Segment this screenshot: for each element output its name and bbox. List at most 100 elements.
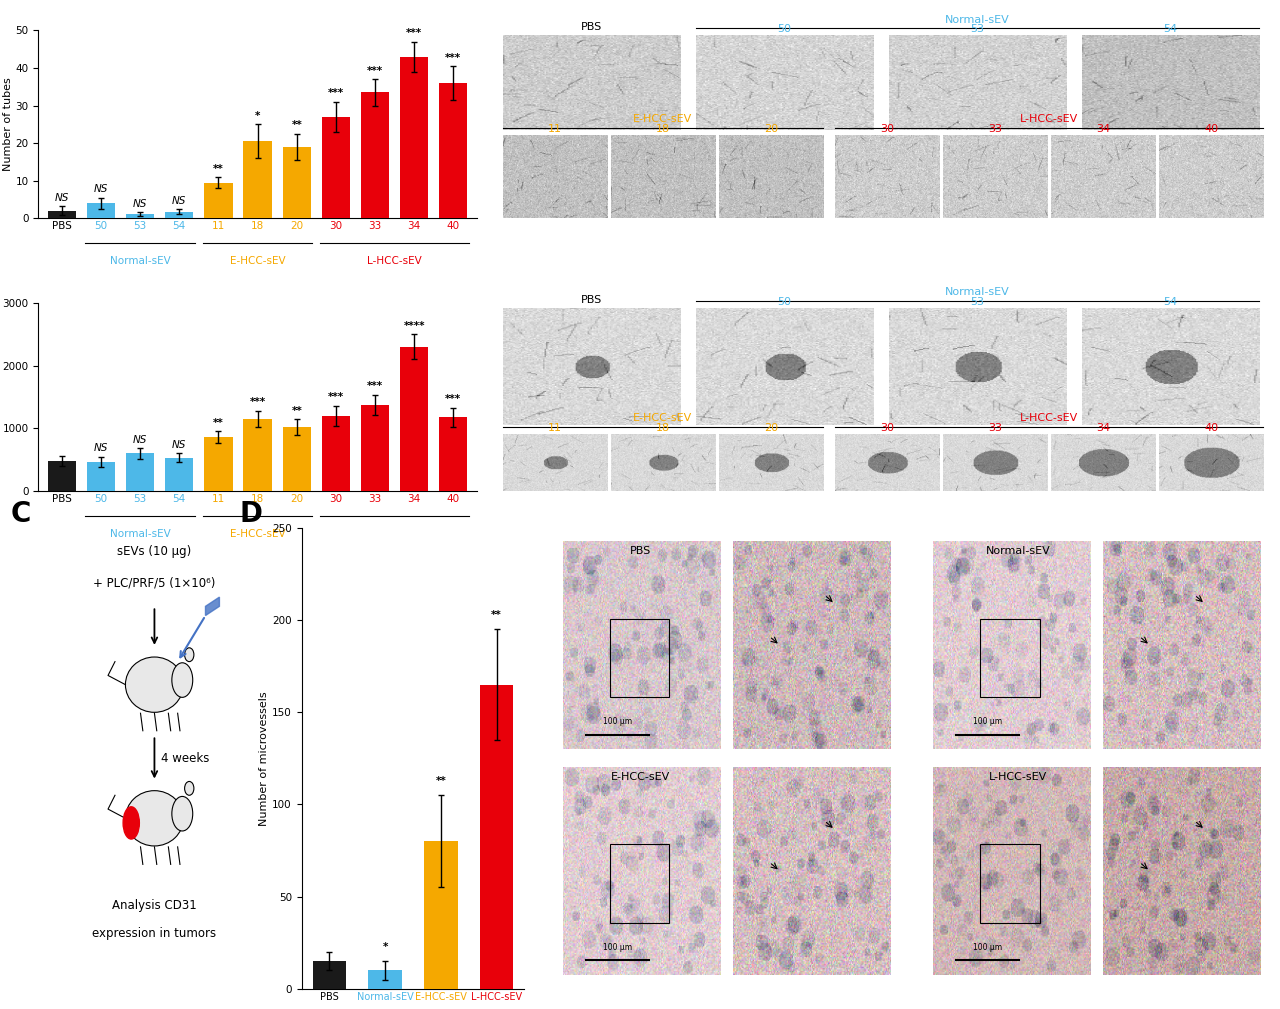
Text: **: ** bbox=[212, 418, 224, 428]
Text: + PLC/PRF/5 (1×10⁶): + PLC/PRF/5 (1×10⁶) bbox=[93, 577, 215, 590]
Text: 20: 20 bbox=[764, 124, 778, 134]
Text: C: C bbox=[10, 500, 31, 529]
Bar bbox=[321, 416, 349, 491]
Bar bbox=[361, 405, 389, 491]
Text: 40: 40 bbox=[1204, 423, 1219, 433]
Text: E-HCC-sEV: E-HCC-sEV bbox=[229, 529, 285, 539]
Bar bbox=[361, 93, 389, 218]
Circle shape bbox=[123, 807, 140, 839]
Text: *: * bbox=[383, 942, 388, 951]
Text: Normal-sEV: Normal-sEV bbox=[110, 529, 170, 539]
Text: 100 μm: 100 μm bbox=[973, 943, 1002, 952]
Ellipse shape bbox=[184, 781, 193, 795]
Bar bbox=[47, 211, 76, 218]
Text: E-HCC-sEV: E-HCC-sEV bbox=[229, 256, 285, 266]
Text: 50: 50 bbox=[777, 24, 791, 34]
Polygon shape bbox=[206, 597, 219, 615]
Bar bbox=[205, 183, 233, 218]
Text: NS: NS bbox=[133, 199, 147, 209]
Text: 11: 11 bbox=[548, 124, 562, 134]
Bar bbox=[283, 427, 311, 491]
Bar bbox=[87, 204, 115, 218]
Bar bbox=[243, 141, 271, 218]
Ellipse shape bbox=[172, 796, 193, 831]
Bar bbox=[165, 458, 193, 491]
Text: L-HCC-sEV: L-HCC-sEV bbox=[989, 772, 1047, 782]
Text: L-HCC-sEV: L-HCC-sEV bbox=[1020, 114, 1078, 124]
Text: NS: NS bbox=[172, 440, 187, 450]
Text: 33: 33 bbox=[988, 423, 1002, 433]
Text: PBS: PBS bbox=[630, 547, 652, 556]
Bar bbox=[480, 685, 513, 989]
Text: ***: *** bbox=[367, 66, 383, 76]
Text: ***: *** bbox=[445, 395, 461, 405]
Bar bbox=[321, 117, 349, 218]
Text: ***: *** bbox=[250, 398, 266, 408]
Bar bbox=[125, 453, 155, 491]
Text: 100 μm: 100 μm bbox=[973, 717, 1002, 726]
Text: 30: 30 bbox=[879, 423, 893, 433]
Bar bbox=[283, 147, 311, 218]
Text: 33: 33 bbox=[988, 124, 1002, 134]
Bar bbox=[205, 437, 233, 491]
Bar bbox=[312, 962, 346, 989]
Text: 100 μm: 100 μm bbox=[603, 717, 632, 726]
Bar bbox=[369, 971, 402, 989]
Text: L-HCC-sEV: L-HCC-sEV bbox=[1020, 414, 1078, 424]
Bar bbox=[401, 57, 429, 218]
Ellipse shape bbox=[125, 657, 183, 712]
Bar bbox=[125, 214, 155, 218]
Bar bbox=[609, 845, 669, 923]
Text: ****: **** bbox=[403, 321, 425, 331]
Text: 30: 30 bbox=[879, 124, 893, 134]
Text: ***: *** bbox=[406, 28, 422, 38]
Y-axis label: Number of tubes: Number of tubes bbox=[3, 78, 13, 172]
Text: 50: 50 bbox=[777, 297, 791, 307]
Bar bbox=[424, 842, 457, 989]
Text: **: ** bbox=[292, 120, 302, 130]
Text: ***: *** bbox=[328, 89, 344, 98]
Text: NS: NS bbox=[93, 185, 109, 195]
Text: ***: *** bbox=[367, 381, 383, 391]
Ellipse shape bbox=[125, 791, 183, 846]
Text: 20: 20 bbox=[764, 423, 778, 433]
Text: **: ** bbox=[492, 610, 502, 621]
Bar bbox=[980, 619, 1039, 697]
Text: sEVs (10 μg): sEVs (10 μg) bbox=[118, 545, 192, 558]
Text: Normal-sEV: Normal-sEV bbox=[986, 547, 1051, 556]
Bar bbox=[609, 619, 669, 697]
Text: 4 weeks: 4 weeks bbox=[161, 752, 210, 765]
Text: 40: 40 bbox=[1204, 124, 1219, 134]
Text: NS: NS bbox=[93, 443, 109, 453]
Text: L-HCC-sEV: L-HCC-sEV bbox=[367, 256, 422, 266]
Ellipse shape bbox=[184, 648, 193, 662]
Text: E-HCC-sEV: E-HCC-sEV bbox=[634, 114, 692, 124]
Text: **: ** bbox=[435, 776, 447, 786]
Bar bbox=[47, 461, 76, 491]
Bar bbox=[243, 419, 271, 491]
Text: 34: 34 bbox=[1096, 423, 1110, 433]
Text: Normal-sEV: Normal-sEV bbox=[945, 14, 1010, 24]
Text: *: * bbox=[255, 111, 260, 121]
Text: expression in tumors: expression in tumors bbox=[92, 927, 216, 940]
Text: L-HCC-sEV: L-HCC-sEV bbox=[367, 529, 422, 539]
Bar bbox=[439, 417, 467, 491]
Text: E-HCC-sEV: E-HCC-sEV bbox=[634, 414, 692, 424]
Text: ***: *** bbox=[328, 393, 344, 403]
Bar bbox=[87, 462, 115, 491]
Text: ***: *** bbox=[445, 52, 461, 63]
Bar bbox=[401, 347, 429, 491]
Text: **: ** bbox=[292, 406, 302, 416]
Bar bbox=[439, 83, 467, 218]
Text: PBS: PBS bbox=[581, 22, 602, 32]
Text: Normal-sEV: Normal-sEV bbox=[110, 256, 170, 266]
Bar bbox=[165, 212, 193, 218]
Text: 18: 18 bbox=[655, 423, 669, 433]
Text: D: D bbox=[239, 500, 262, 529]
Text: 53: 53 bbox=[970, 24, 984, 34]
Text: NS: NS bbox=[133, 435, 147, 445]
Text: 11: 11 bbox=[548, 423, 562, 433]
Bar bbox=[980, 845, 1039, 923]
Text: 54: 54 bbox=[1164, 24, 1178, 34]
Text: Analysis CD31: Analysis CD31 bbox=[113, 899, 197, 912]
